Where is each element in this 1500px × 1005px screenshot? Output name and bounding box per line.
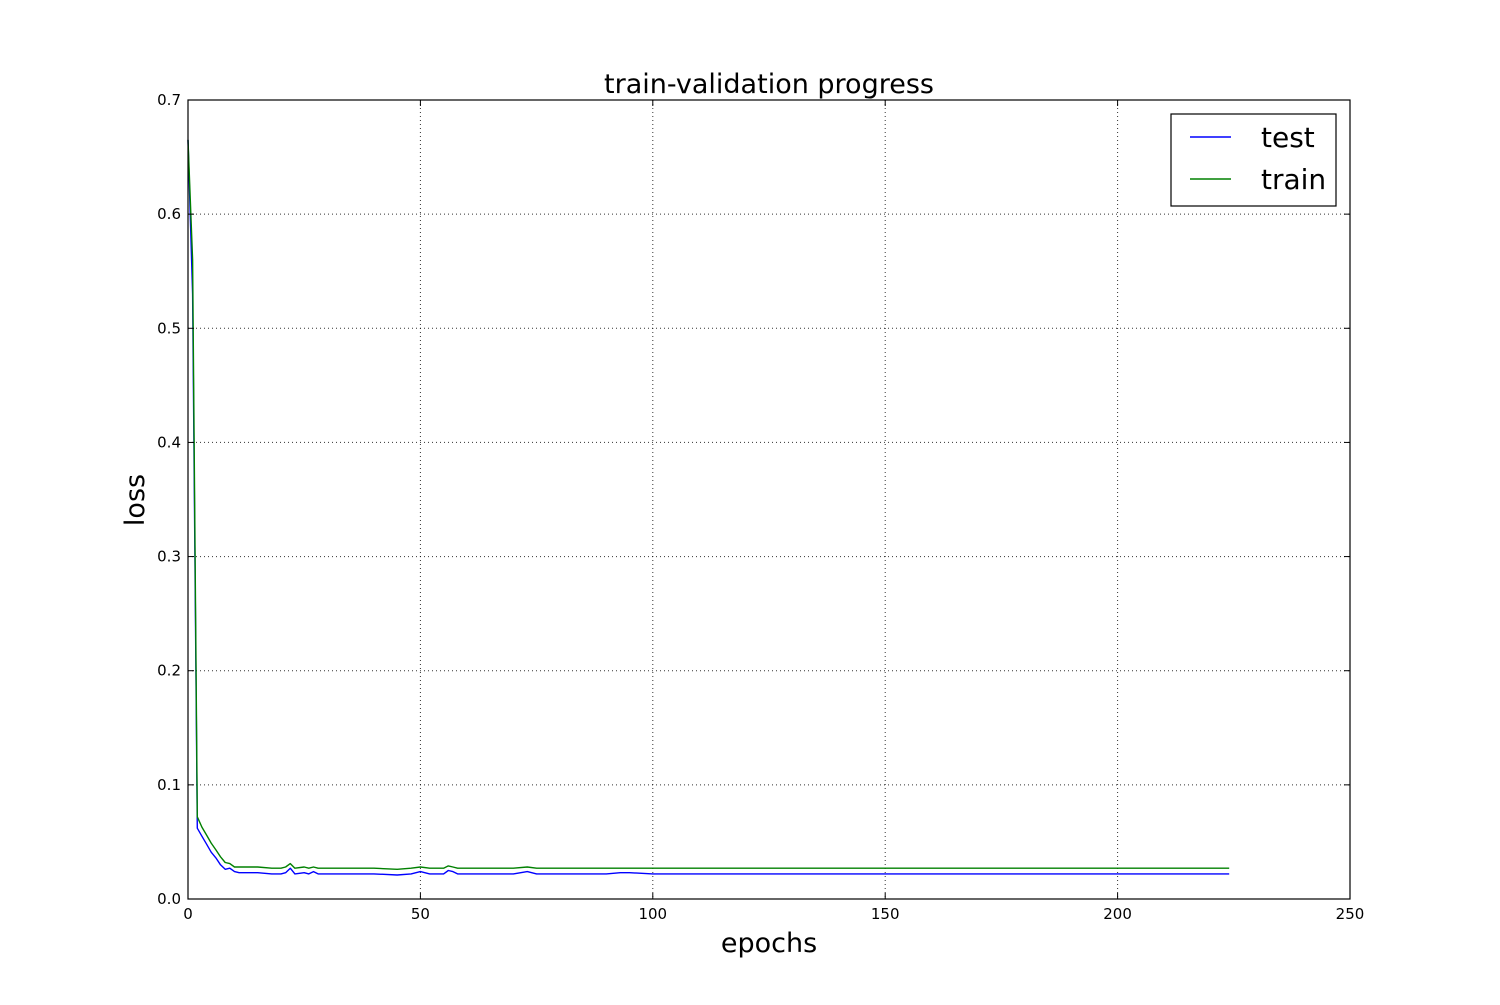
y-tick-label: 0.3 <box>157 548 181 566</box>
legend-label-train: train <box>1261 163 1326 196</box>
x-tick-label: 0 <box>183 905 193 923</box>
grid <box>188 100 1350 899</box>
x-tick-label: 100 <box>638 905 667 923</box>
legend-label-test: test <box>1261 121 1315 154</box>
y-tick-label: 0.5 <box>157 319 181 337</box>
legend-box <box>1170 113 1337 207</box>
chart-title: train-validation progress <box>604 69 934 100</box>
plot-area <box>187 139 1230 876</box>
y-tick-label: 0.0 <box>157 890 181 908</box>
legend: test train <box>1170 113 1337 207</box>
y-tick-label: 0.2 <box>157 662 181 680</box>
x-tick-label: 150 <box>871 905 900 923</box>
y-tick-label: 0.4 <box>157 433 181 451</box>
y-tick-label: 0.6 <box>157 205 181 223</box>
y-axis-title: loss <box>120 474 151 526</box>
axis-ticks: 0 50 100 150 200 250 0.0 0.1 0.2 0.3 0.4 0.5 0.6 0.7 <box>157 91 1364 923</box>
series-line-test <box>187 139 1230 876</box>
y-tick-label: 0.7 <box>157 91 181 109</box>
y-tick-label: 0.1 <box>157 776 181 794</box>
x-tick-label: 200 <box>1103 905 1132 923</box>
x-tick-label: 250 <box>1336 905 1365 923</box>
x-tick-label: 50 <box>411 905 430 923</box>
series-line-train <box>187 139 1230 870</box>
x-axis-title: epochs <box>721 928 817 959</box>
axes-frame <box>187 99 1351 900</box>
